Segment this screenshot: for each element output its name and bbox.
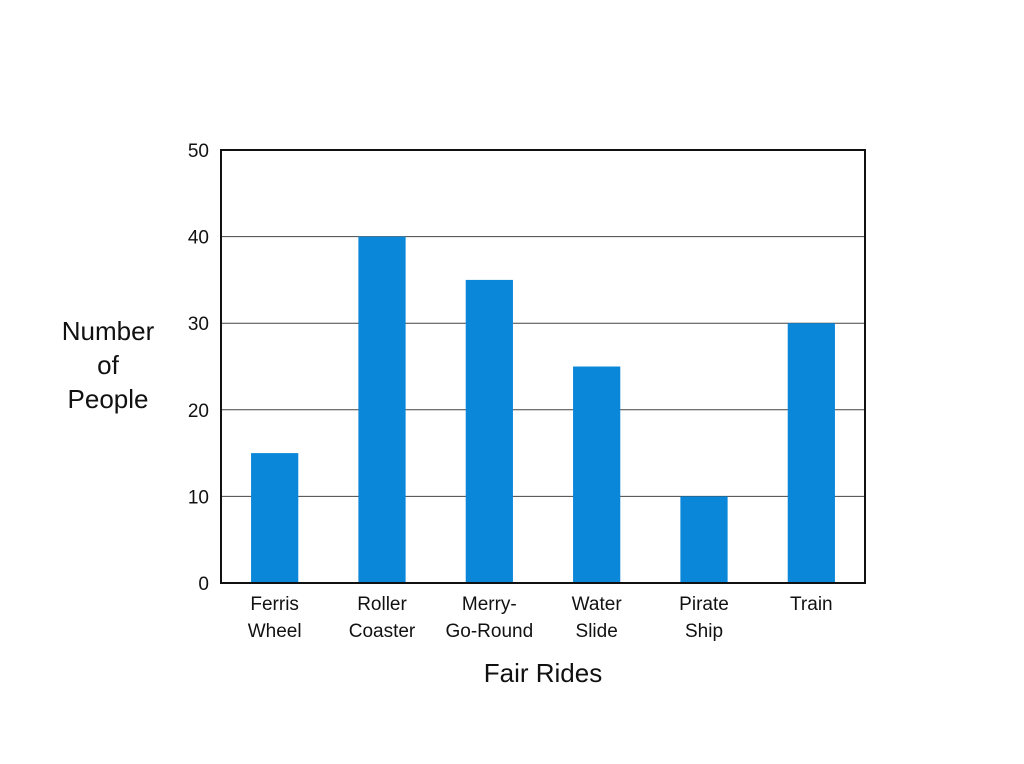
y-tick-label: 20 [188,401,209,422]
y-axis-title-line: of [97,350,119,380]
gridlines [221,236,865,497]
y-axis-title-line: Number [62,316,155,346]
bars [251,236,835,583]
x-tick-label-line: Go-Round [445,621,533,642]
bar [573,366,621,583]
y-tick-label: 30 [188,314,209,335]
x-tick-label: Ferris Wheel [248,594,302,642]
y-tick-label: 0 [198,574,209,595]
y-axis-title-line: People [68,384,149,414]
x-tick-label: Train [790,594,833,615]
y-axis-title: Number of People [62,316,155,414]
y-tick-label: 40 [188,228,209,249]
plot-frame [220,149,866,584]
x-tick-label: Roller Coaster [349,594,416,642]
x-tick-label-line: Train [790,594,833,615]
x-tick-label: Merry- Go-Round [445,594,533,642]
x-tick-label: Water Slide [572,594,623,642]
x-tick-label-line: Water [572,594,623,615]
y-tick-labels: 0 10 20 30 40 50 [188,141,209,595]
x-tick-label-line: Wheel [248,621,302,642]
y-tick-label: 50 [188,141,209,162]
x-tick-label: Pirate Ship [679,594,729,642]
x-axis-title: Fair Rides [484,658,602,688]
bar [251,453,299,583]
bar [787,323,835,583]
x-tick-labels: Ferris Wheel Roller Coaster Merry- Go-Round Wa… [248,594,833,642]
bar [680,496,728,583]
y-tick-label: 10 [188,487,209,508]
x-tick-label-line: Coaster [349,621,416,642]
x-tick-label-line: Ferris [250,594,299,615]
x-tick-label-line: Slide [576,621,618,642]
bar [358,236,406,583]
x-tick-label-line: Pirate [679,594,729,615]
bar [465,279,513,583]
x-tick-label-line: Ship [685,621,723,642]
x-tick-label-line: Roller [357,594,407,615]
x-tick-label-line: Merry- [462,594,517,615]
